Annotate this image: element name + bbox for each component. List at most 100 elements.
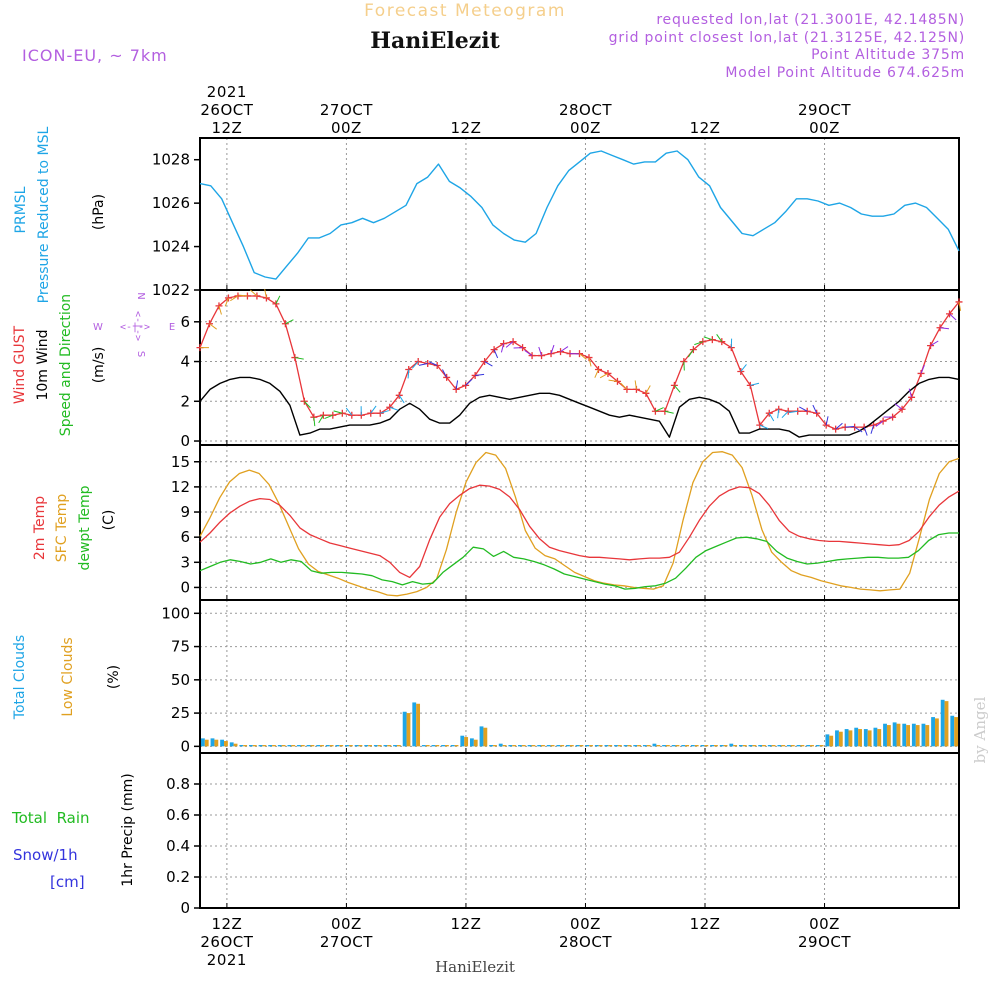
wind-direction-arrow <box>442 369 448 378</box>
wind-direction-arrow <box>345 407 353 416</box>
low-clouds-bar <box>598 745 603 747</box>
total-clouds-bar <box>248 745 253 747</box>
bottom-time-label: 2021 <box>207 951 247 969</box>
total-clouds-bar <box>518 745 522 747</box>
top-time-label: 12Z <box>690 119 721 137</box>
low-clouds-bar <box>454 745 459 747</box>
total-clouds-bar <box>825 734 830 747</box>
wind-gust-marker <box>746 381 754 389</box>
low-clouds-bar <box>646 745 651 747</box>
wind-gust-marker <box>604 369 612 377</box>
total-clouds-bar <box>335 745 340 747</box>
low-clouds-bar <box>896 723 901 747</box>
bottom-time-label: 00Z <box>570 915 601 933</box>
wind-direction-arrow <box>854 426 863 433</box>
wind-unit: (m/s) <box>91 347 107 384</box>
low-clouds-bar <box>444 745 449 747</box>
wind-gust-marker <box>490 346 498 354</box>
total-clouds-bar <box>796 745 801 747</box>
wind-direction-arrow <box>930 340 939 347</box>
top-time-label: 00Z <box>570 119 601 137</box>
wind-gust-marker <box>338 409 346 417</box>
total-clouds-bar <box>854 727 859 747</box>
low-clouds-bar <box>656 745 661 747</box>
wind-gust-marker <box>300 397 308 405</box>
wind-direction-arrow <box>920 364 925 374</box>
total-clouds-bar <box>537 745 542 747</box>
low-clouds-bar <box>915 725 920 747</box>
low-clouds-bar <box>627 745 632 747</box>
total-clouds-bar <box>642 745 647 747</box>
clouds-unit: (%) <box>106 665 122 689</box>
wind-direction-arrow <box>579 353 587 360</box>
low-clouds-bar <box>569 745 574 747</box>
y-tick-label: 0 <box>180 737 190 755</box>
low-clouds-bar <box>435 745 440 747</box>
top-time-label: 26OCT <box>200 101 253 119</box>
low-clouds-bar <box>637 745 641 747</box>
low-clouds-bar <box>723 745 728 747</box>
total-clouds-bar <box>844 729 849 747</box>
wind-gust-marker <box>433 362 441 370</box>
low-clouds-bar <box>829 735 834 747</box>
wind-gust-marker <box>870 421 878 429</box>
model-altitude: Model Point Altitude 674.625m <box>725 65 965 81</box>
low-clouds-bar <box>541 745 545 747</box>
wind-direction-arrow <box>799 406 808 412</box>
total-clouds-bar <box>229 742 234 747</box>
wind-direction-arrow <box>788 410 798 414</box>
wind-direction-arrow <box>908 388 913 398</box>
wind-gust-marker <box>528 352 536 360</box>
y-tick-label: 0.2 <box>166 868 190 886</box>
top-time-label: 28OCT <box>559 101 612 119</box>
low-clouds-bar <box>512 745 517 747</box>
total-clouds-bar <box>200 738 205 747</box>
bottom-time-label: 00Z <box>331 915 362 933</box>
y-tick-label: 0.8 <box>166 775 190 793</box>
wind-gust-marker <box>443 373 451 381</box>
low-clouds-bar <box>473 739 478 747</box>
low-clouds-bar <box>589 745 593 747</box>
low-clouds-bar <box>425 745 430 747</box>
wind-direction-arrow <box>599 373 609 379</box>
wind-gust-marker <box>547 350 555 358</box>
wind-direction-arrow <box>428 361 438 366</box>
wind-gust-marker <box>329 411 337 419</box>
low-clouds-bar <box>377 745 382 747</box>
compass-w: W <box>93 322 103 333</box>
total-clouds-bar <box>316 745 321 747</box>
wind-dir-label: Speed and Direction <box>58 294 74 436</box>
wind-direction-arrow <box>493 349 499 359</box>
panel-frame-pressure <box>199 137 960 291</box>
wind-10m-label: 10m Wind <box>35 329 51 400</box>
credit-watermark: by Angel <box>971 696 989 763</box>
wind-direction-arrow <box>313 417 316 427</box>
low-clouds-bar <box>358 745 363 747</box>
low-clouds-bar <box>300 745 305 747</box>
total-clouds-bar <box>450 745 455 747</box>
total-clouds-bar <box>566 745 570 747</box>
total-clouds-bar <box>268 745 273 747</box>
top-time-label: 00Z <box>331 119 362 137</box>
total-clouds-bar <box>623 745 628 747</box>
model-label: ICON-EU, ~ 7km <box>22 46 168 65</box>
total-clouds-bar <box>277 745 282 747</box>
total-clouds-bar <box>921 723 926 747</box>
low-clouds-bar <box>886 725 891 747</box>
low-clouds-bar <box>608 745 613 747</box>
total-clouds-bar <box>883 723 887 747</box>
compass-s: S <box>135 351 146 357</box>
wind-direction-arrow <box>275 295 281 305</box>
total-clouds-bar <box>239 745 244 747</box>
total-clouds-bar <box>345 745 349 747</box>
total-clouds-bar <box>700 745 705 747</box>
wind-gust-marker <box>813 409 821 417</box>
y-tick-label: 12 <box>171 478 190 496</box>
total-clouds-bar <box>421 745 426 747</box>
total-clouds-bar <box>633 745 638 747</box>
low-clouds-bar <box>339 745 344 747</box>
wind-direction-arrow <box>475 373 485 376</box>
y-tick-label: 0.6 <box>166 806 190 824</box>
prmsl-line <box>199 150 960 280</box>
low-clouds-bar <box>291 745 296 747</box>
